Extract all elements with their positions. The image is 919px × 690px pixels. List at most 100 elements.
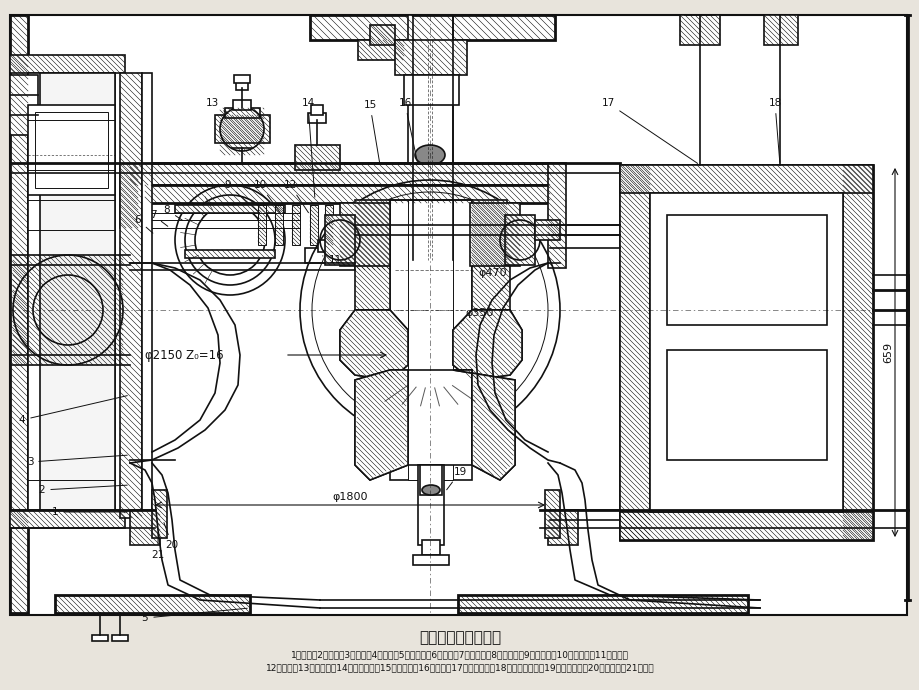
- Ellipse shape: [422, 485, 439, 495]
- Text: φ2150 Z₀=16: φ2150 Z₀=16: [145, 348, 223, 362]
- Circle shape: [195, 205, 265, 275]
- Text: 14: 14: [301, 98, 314, 197]
- Text: 混流式水轮机结构图: 混流式水轮机结构图: [418, 631, 501, 646]
- Text: φ1800: φ1800: [332, 492, 368, 502]
- Bar: [505, 215, 535, 265]
- Polygon shape: [452, 370, 515, 480]
- Bar: [666, 350, 826, 460]
- Polygon shape: [28, 73, 115, 510]
- Text: 11: 11: [323, 255, 341, 265]
- Text: 10: 10: [253, 180, 280, 213]
- Polygon shape: [40, 73, 115, 510]
- Bar: [257, 205, 266, 245]
- Polygon shape: [452, 310, 521, 380]
- Text: 17: 17: [601, 98, 697, 164]
- Text: 12－连杆；13－控制环；14－密封装置；15－导轴承；16－主轴；17－油冷却器；18－顶盖排水管；19－补气装置；20－基础环；21－底环: 12－连杆；13－控制环；14－密封装置；15－导轴承；16－主轴；17－油冷却…: [266, 664, 653, 673]
- Text: 15: 15: [363, 100, 380, 162]
- Bar: [35, 112, 108, 188]
- Text: 9: 9: [224, 180, 260, 213]
- Polygon shape: [355, 370, 407, 480]
- Text: φ470: φ470: [478, 268, 506, 278]
- Bar: [318, 240, 328, 252]
- Bar: [650, 193, 842, 512]
- Text: φ350: φ350: [464, 308, 493, 318]
- Bar: [535, 220, 560, 240]
- Bar: [357, 40, 403, 60]
- Bar: [185, 250, 275, 258]
- Bar: [130, 163, 550, 185]
- Bar: [10, 55, 125, 73]
- Text: 3: 3: [27, 455, 127, 467]
- Bar: [619, 512, 872, 540]
- Bar: [310, 205, 318, 245]
- Text: 12: 12: [283, 180, 308, 213]
- Bar: [130, 510, 160, 545]
- Bar: [305, 248, 340, 263]
- Bar: [355, 200, 390, 270]
- Bar: [666, 215, 826, 325]
- Bar: [275, 205, 283, 245]
- Bar: [422, 540, 439, 555]
- Bar: [679, 15, 720, 45]
- Bar: [458, 595, 747, 613]
- Text: 6: 6: [134, 215, 153, 233]
- Bar: [28, 105, 115, 195]
- Bar: [225, 108, 260, 118]
- Text: 4: 4: [18, 395, 127, 425]
- Bar: [619, 165, 872, 193]
- Polygon shape: [452, 310, 521, 380]
- Bar: [619, 165, 650, 540]
- Bar: [369, 25, 394, 45]
- Bar: [324, 205, 333, 245]
- Text: 8: 8: [164, 205, 183, 221]
- Text: 16: 16: [398, 98, 417, 162]
- Bar: [394, 40, 467, 75]
- Bar: [619, 165, 872, 540]
- Bar: [340, 203, 390, 266]
- Ellipse shape: [414, 145, 445, 165]
- Text: 21: 21: [152, 533, 165, 560]
- Text: 18: 18: [767, 98, 781, 162]
- Bar: [310, 15, 554, 40]
- Bar: [175, 205, 285, 213]
- Polygon shape: [340, 310, 407, 380]
- Bar: [407, 15, 452, 260]
- Bar: [10, 15, 28, 613]
- Bar: [236, 82, 248, 90]
- Bar: [403, 75, 459, 105]
- Bar: [92, 635, 108, 641]
- Text: 2: 2: [39, 485, 127, 495]
- Bar: [28, 60, 40, 490]
- Ellipse shape: [414, 45, 445, 65]
- Bar: [548, 510, 577, 545]
- Polygon shape: [452, 370, 515, 480]
- Text: 7: 7: [150, 210, 167, 226]
- Bar: [390, 200, 471, 480]
- Bar: [471, 200, 506, 270]
- Bar: [413, 555, 448, 565]
- Bar: [390, 370, 471, 465]
- Bar: [152, 490, 167, 538]
- Bar: [145, 185, 550, 203]
- Polygon shape: [471, 263, 509, 310]
- Bar: [295, 145, 340, 170]
- Bar: [10, 15, 906, 615]
- Bar: [233, 100, 251, 110]
- Bar: [55, 595, 250, 613]
- Bar: [10, 75, 38, 135]
- Bar: [763, 15, 797, 45]
- Text: 13: 13: [205, 98, 227, 113]
- Text: 1－蜗壳；2－座环；3－导叶；4－转轮；5－尾水管；6－顶盖；7－上轴套；8－连接板；9－分半键；10－剪断销；11－拐臂；: 1－蜗壳；2－座环；3－导叶；4－转轮；5－尾水管；6－顶盖；7－上轴套；8－连…: [290, 651, 629, 660]
- Bar: [544, 490, 560, 538]
- Text: 1: 1: [51, 507, 127, 517]
- Bar: [548, 163, 565, 268]
- Polygon shape: [355, 370, 407, 480]
- Bar: [291, 205, 300, 245]
- Bar: [470, 203, 519, 266]
- Bar: [119, 73, 142, 518]
- Bar: [119, 163, 138, 228]
- Bar: [10, 510, 125, 528]
- Bar: [308, 113, 325, 123]
- Bar: [324, 215, 355, 265]
- Bar: [842, 165, 872, 540]
